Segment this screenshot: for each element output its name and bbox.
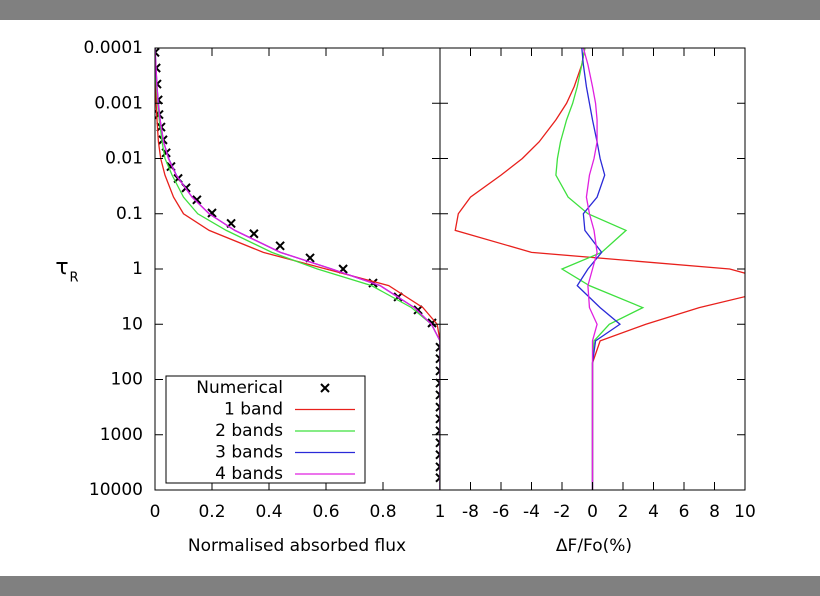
marker — [155, 48, 160, 58]
y-tick-label: 0.0001 — [84, 38, 143, 58]
marker — [413, 305, 423, 315]
marker — [435, 473, 440, 483]
x-tick-label: 2 — [618, 502, 629, 522]
marker — [435, 342, 440, 352]
x-tick-label: 1 — [435, 502, 446, 522]
series-line — [155, 48, 440, 490]
figure-background — [0, 20, 820, 576]
y-tick-label: 0.001 — [94, 93, 143, 113]
marker — [207, 208, 217, 218]
x-tick-label: 0.2 — [198, 502, 225, 522]
x-tick-label: -2 — [554, 502, 571, 522]
legend-label: 3 bands — [215, 443, 283, 463]
marker — [435, 353, 440, 364]
x-tick-label: 0 — [150, 502, 161, 522]
series-line — [155, 48, 440, 490]
series-line — [582, 48, 598, 490]
x-tick-label: 0 — [587, 502, 598, 522]
marker — [435, 390, 440, 400]
y-tick-label: 0.1 — [116, 204, 143, 224]
x-axis-label: Normalised absorbed flux — [188, 536, 406, 556]
series-line — [576, 48, 622, 490]
y-tick-label: 10 — [121, 314, 143, 334]
marker — [435, 438, 440, 448]
marker — [192, 195, 202, 205]
x-tick-label: 6 — [679, 502, 690, 522]
marker — [427, 318, 437, 328]
marker — [435, 450, 440, 460]
series-line — [454, 48, 745, 490]
y-tick-label: 1 — [132, 259, 143, 279]
x-axis-label: ΔF/Fo(%) — [556, 536, 632, 556]
legend-box — [165, 375, 366, 484]
x-tick-label: 0.6 — [312, 502, 339, 522]
x-tick-label: 0.4 — [255, 502, 282, 522]
marker — [249, 229, 259, 239]
marker — [435, 366, 440, 376]
legend-label: 4 bands — [215, 464, 283, 484]
y-axis-label-subscript: R — [69, 271, 78, 286]
marker — [435, 402, 440, 412]
series-line — [155, 48, 440, 490]
marker — [275, 241, 285, 251]
marker — [435, 378, 440, 388]
marker — [435, 462, 440, 472]
y-axis-label: τ — [55, 255, 68, 280]
x-tick-label: -8 — [462, 502, 479, 522]
y-tick-label: 1000 — [100, 425, 143, 445]
x-tick-label: 4 — [648, 502, 659, 522]
x-tick-label: -6 — [493, 502, 510, 522]
y-tick-label: 10000 — [89, 480, 143, 500]
x-tick-label: 8 — [709, 502, 720, 522]
legend-marker — [320, 383, 330, 393]
legend-label: 2 bands — [215, 421, 283, 441]
y-tick-label: 0.01 — [105, 149, 143, 169]
x-tick-label: 10 — [734, 502, 756, 522]
x-tick-label: 0.8 — [369, 502, 396, 522]
y-tick-label: 100 — [111, 370, 143, 390]
marker — [435, 414, 440, 424]
legend-label: Numerical — [196, 378, 283, 398]
series-group — [454, 48, 745, 490]
legend-label: 1 band — [224, 400, 283, 420]
x-tick-label: -4 — [523, 502, 540, 522]
series-group — [155, 48, 440, 490]
marker — [435, 426, 440, 436]
